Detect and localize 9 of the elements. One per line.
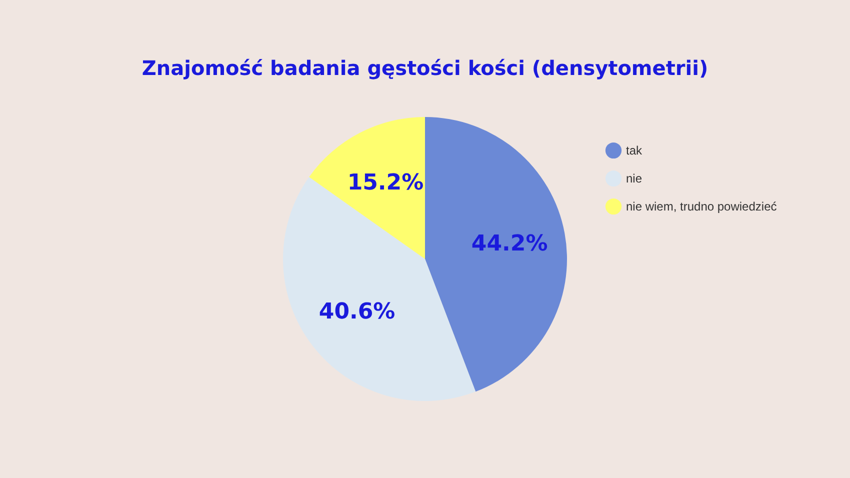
data-label: 44.2% — [471, 231, 548, 256]
legend-label: nie — [626, 172, 642, 186]
chart-title: Znajomość badania gęstości kości (densytometrii) — [142, 56, 708, 80]
pie-slice — [425, 117, 567, 392]
data-label: 15.2% — [347, 170, 424, 196]
legend-label: tak — [626, 144, 644, 158]
pie-slice — [309, 117, 425, 259]
legend-label: nie wiem, trudno powiedzieć — [626, 200, 777, 214]
data-label: 40.6% — [318, 300, 396, 325]
